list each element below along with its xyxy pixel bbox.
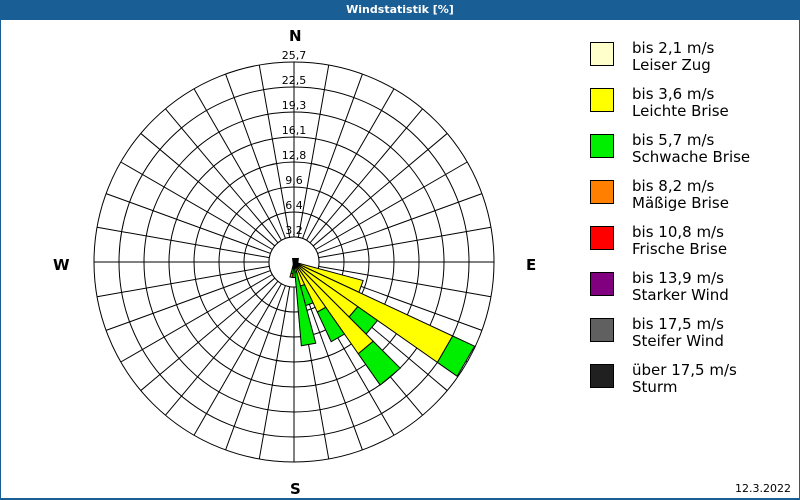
svg-text:6,4: 6,4 (285, 199, 303, 212)
svg-text:3,2: 3,2 (285, 224, 303, 237)
polar-grid (93, 61, 495, 463)
legend-label: Starker Wind (632, 286, 729, 304)
swatch-frische-brise (590, 226, 614, 250)
legend-range: bis 3,6 m/s (632, 85, 715, 103)
direction-west: W (53, 256, 70, 274)
swatch-steifer-wind (590, 318, 614, 342)
swatch-leiser-zug (590, 42, 614, 66)
legend-label: Steifer Wind (632, 332, 724, 350)
swatch-schwache-brise (590, 134, 614, 158)
legend-range: bis 5,7 m/s (632, 131, 715, 149)
legend-label: Mäßige Brise (632, 194, 729, 212)
direction-north: N (289, 27, 302, 45)
legend-range: bis 2,1 m/s (632, 39, 715, 57)
legend-label: Frische Brise (632, 240, 728, 258)
legend-range: über 17,5 m/s (632, 361, 737, 379)
svg-text:16,1: 16,1 (282, 124, 307, 137)
bottom-border (0, 498, 800, 500)
legend-range: bis 10,8 m/s (632, 223, 724, 241)
center-hub (292, 258, 299, 266)
legend-label: Schwache Brise (632, 148, 751, 166)
direction-east: E (526, 256, 537, 274)
direction-south: S (290, 480, 301, 498)
svg-text:19,3: 19,3 (282, 99, 307, 112)
svg-text:12,8: 12,8 (282, 149, 307, 162)
date-label: 12.3.2022 (735, 482, 791, 495)
svg-text:25,7: 25,7 (282, 49, 307, 62)
svg-text:22,5: 22,5 (282, 74, 307, 87)
legend-label: Leichte Brise (632, 102, 729, 120)
radial-tick-labels: 3,2 6,4 9,6 12,8 16,1 19,3 22,5 25,7 (282, 49, 307, 237)
swatch-starker-wind (590, 272, 614, 296)
legend-range: bis 17,5 m/s (632, 315, 724, 333)
legend-label: Sturm (632, 378, 678, 396)
svg-text:9,6: 9,6 (285, 174, 303, 187)
swatch-maessige-brise (590, 180, 614, 204)
legend-range: bis 8,2 m/s (632, 177, 715, 195)
window-title: Windstatistik [%] (0, 0, 800, 20)
swatch-sturm (590, 364, 614, 388)
wind-bars (289, 261, 476, 386)
legend-range: bis 13,9 m/s (632, 269, 724, 287)
legend-label: Leiser Zug (632, 56, 711, 74)
swatch-leichte-brise (590, 88, 614, 112)
